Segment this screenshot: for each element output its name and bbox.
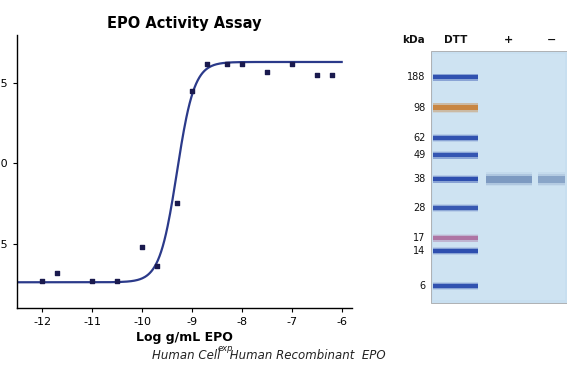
Text: Human Recombinant  EPO: Human Recombinant EPO [226, 349, 386, 362]
Bar [433, 206, 478, 210]
Text: 6: 6 [419, 281, 425, 291]
Bar [433, 102, 478, 113]
Point [312, 72, 321, 78]
Point [237, 60, 246, 67]
Bar [433, 282, 478, 290]
Point [112, 278, 121, 284]
Bar [433, 249, 478, 253]
Point [287, 60, 296, 67]
Bar [433, 235, 478, 242]
Bar [433, 177, 478, 181]
Bar [433, 204, 478, 212]
Bar [433, 283, 478, 290]
Text: 188: 188 [407, 72, 425, 82]
Title: EPO Activity Assay: EPO Activity Assay [107, 16, 262, 31]
Text: DTT: DTT [444, 35, 467, 45]
Bar [433, 205, 478, 211]
Bar [433, 136, 478, 140]
Bar [433, 135, 478, 141]
Bar [433, 105, 478, 110]
Bar [433, 75, 478, 79]
Text: 49: 49 [413, 151, 425, 161]
Point [202, 60, 211, 67]
Point [262, 69, 272, 75]
Point [172, 201, 182, 207]
Bar [431, 51, 567, 303]
Point [152, 263, 162, 269]
Text: −: − [547, 35, 556, 45]
Point [327, 72, 336, 78]
Bar [433, 176, 478, 183]
Bar [538, 172, 566, 186]
Bar [433, 54, 566, 300]
Text: 62: 62 [413, 133, 425, 143]
Point [187, 88, 197, 94]
Bar [433, 74, 478, 80]
Bar [485, 172, 532, 186]
Bar [433, 134, 478, 142]
X-axis label: Log g/mL EPO: Log g/mL EPO [136, 331, 233, 344]
Text: +: + [504, 35, 513, 45]
Bar [433, 152, 478, 159]
Text: 98: 98 [413, 103, 425, 113]
Bar [433, 234, 478, 242]
Text: 14: 14 [413, 246, 425, 256]
Bar [433, 284, 478, 288]
Text: 28: 28 [413, 203, 425, 213]
Bar [433, 151, 478, 159]
Text: kDa: kDa [403, 35, 425, 45]
Text: Human Cell: Human Cell [152, 349, 220, 362]
Point [138, 244, 147, 250]
Bar [433, 74, 478, 81]
Point [53, 270, 62, 276]
Bar [538, 176, 566, 183]
Bar [433, 176, 478, 182]
Point [38, 278, 47, 284]
Bar [433, 247, 478, 255]
Text: 17: 17 [413, 233, 425, 243]
Bar [538, 174, 566, 185]
Text: 38: 38 [413, 174, 425, 184]
Bar [433, 104, 478, 112]
Text: exp: exp [218, 345, 233, 353]
Point [88, 278, 97, 284]
Bar [433, 236, 478, 240]
Bar [433, 248, 478, 254]
Bar [485, 174, 532, 185]
Bar [485, 176, 532, 183]
Point [222, 60, 231, 67]
Bar [433, 154, 478, 157]
